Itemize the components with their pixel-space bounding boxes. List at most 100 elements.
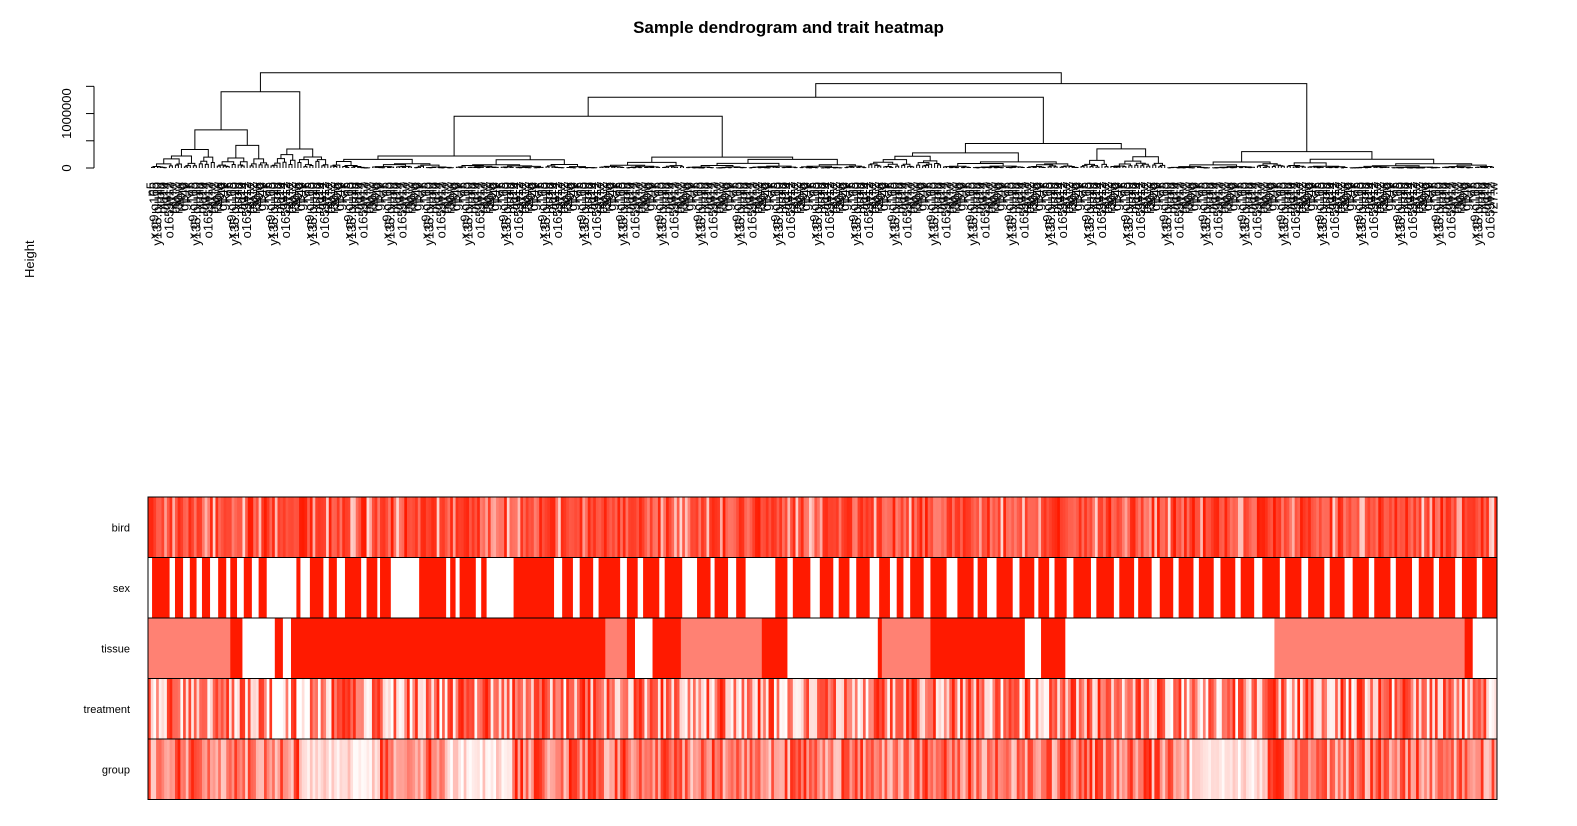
heatmap-cell <box>622 497 626 558</box>
heatmap-cell <box>201 678 206 739</box>
leaf-label: blu10 <box>1166 182 1181 214</box>
heatmap-cell <box>525 739 529 800</box>
heatmap-cell <box>288 678 292 739</box>
heatmap-cell <box>455 739 459 800</box>
heatmap-cell <box>1073 739 1077 800</box>
heatmap-cell <box>1057 739 1061 800</box>
dendrogram-branch <box>873 161 894 165</box>
heatmap-cell <box>984 678 988 739</box>
heatmap-cell <box>1208 497 1212 558</box>
heatmap-cell <box>288 497 292 558</box>
heatmap-cell <box>326 497 330 558</box>
heatmap-cell <box>841 739 845 800</box>
heatmap-cell <box>363 497 367 558</box>
heatmap-cell <box>1232 678 1236 739</box>
heatmap-cell <box>471 497 475 558</box>
heatmap-cell <box>609 739 613 800</box>
heatmap-cell <box>1119 739 1123 800</box>
heatmap-cell <box>1240 497 1244 558</box>
heatmap-cell <box>1184 497 1188 558</box>
leaf-label: x.g9.o165 <box>1351 182 1366 239</box>
leaf-label: blu10 <box>1127 182 1142 214</box>
heatmap-cell <box>1380 678 1385 739</box>
heatmap-cell <box>1124 739 1128 800</box>
leaf-label: r27.w <box>903 181 918 213</box>
leaf-label: y135.blu10 <box>1004 182 1019 246</box>
heatmap-cell <box>1488 678 1493 739</box>
heatmap-cell <box>1494 497 1498 558</box>
heatmap-cell <box>682 557 698 618</box>
heatmap-cell <box>1254 739 1258 800</box>
heatmap-cell <box>234 739 238 800</box>
heatmap-cell <box>204 739 208 800</box>
heatmap-cell <box>210 678 214 739</box>
heatmap-cell <box>201 497 206 558</box>
heatmap-cell <box>1086 739 1091 800</box>
heatmap-cell <box>1240 678 1244 739</box>
heatmap-cell <box>1475 497 1479 558</box>
leaf-label: r27.w <box>514 181 529 213</box>
heatmap-cell <box>533 678 537 739</box>
heatmap-cell <box>199 678 203 739</box>
heatmap-cell <box>1380 739 1385 800</box>
heatmap-cell <box>1372 497 1376 558</box>
heatmap-cell <box>226 739 230 800</box>
heatmap-cell <box>617 739 621 800</box>
heatmap-cell <box>873 497 877 558</box>
leaf-label: y135.blu10 <box>305 182 320 246</box>
heatmap-cell <box>1383 678 1387 739</box>
heatmap-cell <box>1200 678 1204 739</box>
dendrogram-branch <box>1095 166 1100 168</box>
leaf-label: y135.blu10 <box>266 182 281 246</box>
heatmap-cell <box>889 497 894 558</box>
heatmap-cell <box>228 497 233 558</box>
heatmap-cell <box>520 678 524 739</box>
heatmap-cell <box>1472 678 1476 739</box>
heatmap-cell <box>810 557 820 618</box>
leaf-label: x.g9.o165 <box>1273 182 1288 239</box>
leaf-label: blu12 <box>1217 182 1232 214</box>
heatmap-cell <box>1130 739 1134 800</box>
heatmap-cell <box>425 497 429 558</box>
heatmap-cell <box>331 678 335 739</box>
heatmap-cell <box>237 678 241 739</box>
heatmap-cell <box>930 497 934 558</box>
leaf-label: blu10 <box>1399 182 1414 214</box>
leaf-label: y135.blu10 <box>227 182 242 246</box>
heatmap-cell <box>647 497 651 558</box>
leaf-label: x.g9.o165 <box>1390 182 1405 239</box>
heatmap-cell <box>1162 497 1166 558</box>
heatmap-cell <box>585 678 589 739</box>
heatmap-cell <box>479 739 483 800</box>
heatmap-cell <box>210 497 214 558</box>
heatmap-cell <box>547 678 551 739</box>
heatmap-cell <box>833 497 837 558</box>
heatmap-cell <box>1356 678 1360 739</box>
heatmap-cell <box>563 497 567 558</box>
heatmap-cell <box>1211 497 1215 558</box>
heatmap-cell <box>1286 497 1290 558</box>
heatmap-cell <box>865 739 869 800</box>
heatmap-cell <box>1300 678 1304 739</box>
heatmap-cell <box>978 678 983 739</box>
leaf-label: r49.o <box>445 182 460 212</box>
heatmap-cell <box>1165 739 1169 800</box>
heatmap-cell <box>280 739 284 800</box>
heatmap-cell <box>997 497 1001 558</box>
heatmap-cell <box>760 497 764 558</box>
heatmap-cell <box>1076 497 1080 558</box>
heatmap-cell <box>755 678 759 739</box>
heatmap-cell <box>741 678 745 739</box>
heatmap-cell <box>555 678 559 739</box>
heatmap-cell <box>1189 678 1193 739</box>
heatmap-cell <box>862 497 867 558</box>
heatmap-cell <box>312 739 316 800</box>
heatmap-cell <box>1224 678 1228 739</box>
dendrogram-branch <box>656 166 661 168</box>
heatmap-cell <box>1213 678 1217 739</box>
heatmap-cell <box>1089 678 1093 739</box>
heatmap-cell <box>215 739 219 800</box>
heatmap-cell <box>1167 497 1171 558</box>
heatmap-cell <box>1416 497 1420 558</box>
heatmap-cell <box>1275 739 1279 800</box>
